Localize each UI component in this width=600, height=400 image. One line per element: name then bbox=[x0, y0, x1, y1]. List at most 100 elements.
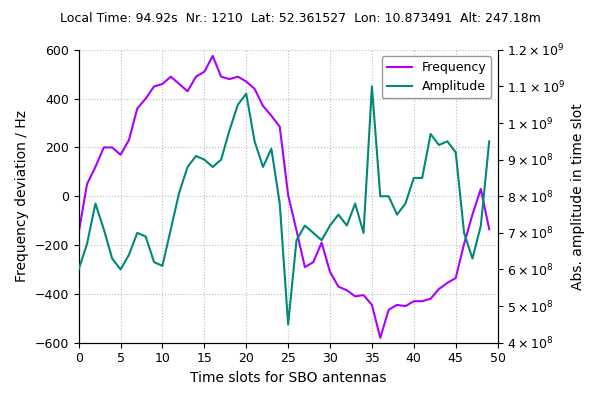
Amplitude bbox=[209, 164, 217, 169]
Frequency bbox=[335, 284, 342, 289]
Amplitude bbox=[477, 223, 484, 228]
Amplitude bbox=[318, 238, 325, 242]
Amplitude bbox=[460, 230, 467, 235]
Amplitude bbox=[268, 146, 275, 151]
Frequency bbox=[360, 293, 367, 298]
Frequency bbox=[151, 84, 158, 89]
Frequency bbox=[117, 152, 124, 157]
X-axis label: Time slots for SBO antennas: Time slots for SBO antennas bbox=[190, 371, 386, 385]
Frequency bbox=[477, 186, 484, 191]
Frequency bbox=[167, 74, 175, 79]
Frequency bbox=[134, 106, 141, 111]
Frequency bbox=[125, 138, 133, 142]
Frequency bbox=[326, 270, 334, 274]
Amplitude bbox=[276, 201, 283, 206]
Amplitude bbox=[75, 267, 82, 272]
Amplitude bbox=[368, 84, 376, 89]
Amplitude bbox=[301, 223, 308, 228]
Frequency bbox=[92, 164, 99, 169]
Amplitude bbox=[92, 201, 99, 206]
Amplitude bbox=[167, 227, 175, 232]
Amplitude bbox=[352, 201, 359, 206]
Frequency bbox=[368, 302, 376, 307]
Frequency bbox=[385, 307, 392, 312]
Frequency bbox=[460, 242, 467, 246]
Y-axis label: Frequency deviation / Hz: Frequency deviation / Hz bbox=[15, 110, 29, 282]
Text: Local Time: 94.92s  Nr.: 1210  Lat: 52.361527  Lon: 10.873491  Alt: 247.18m: Local Time: 94.92s Nr.: 1210 Lat: 52.361… bbox=[59, 12, 541, 25]
Amplitude bbox=[293, 238, 300, 242]
Amplitude bbox=[394, 212, 401, 217]
Frequency bbox=[485, 227, 493, 232]
Amplitude bbox=[310, 230, 317, 235]
Amplitude bbox=[83, 242, 91, 246]
Amplitude bbox=[251, 139, 258, 144]
Amplitude bbox=[184, 164, 191, 169]
Amplitude bbox=[419, 176, 426, 180]
Frequency bbox=[444, 280, 451, 285]
Amplitude bbox=[226, 128, 233, 133]
Amplitude bbox=[159, 264, 166, 268]
Frequency bbox=[469, 212, 476, 217]
Amplitude bbox=[410, 176, 418, 180]
Frequency bbox=[251, 86, 258, 91]
Amplitude bbox=[217, 157, 224, 162]
Amplitude bbox=[125, 252, 133, 257]
Amplitude bbox=[402, 201, 409, 206]
Frequency bbox=[226, 77, 233, 82]
Frequency bbox=[259, 104, 266, 108]
Frequency bbox=[419, 299, 426, 304]
Frequency bbox=[410, 299, 418, 304]
Amplitude bbox=[142, 234, 149, 239]
Y-axis label: Abs. amplitude in time slot: Abs. amplitude in time slot bbox=[571, 103, 585, 290]
Amplitude bbox=[452, 150, 460, 155]
Amplitude bbox=[176, 190, 183, 195]
Frequency bbox=[75, 230, 82, 235]
Line: Amplitude: Amplitude bbox=[79, 86, 489, 324]
Frequency bbox=[310, 260, 317, 264]
Amplitude bbox=[444, 139, 451, 144]
Frequency bbox=[318, 240, 325, 245]
Frequency bbox=[100, 145, 107, 150]
Frequency bbox=[343, 288, 350, 293]
Amplitude bbox=[109, 256, 116, 261]
Frequency bbox=[242, 79, 250, 84]
Amplitude bbox=[242, 91, 250, 96]
Frequency bbox=[142, 96, 149, 101]
Amplitude bbox=[360, 230, 367, 235]
Frequency bbox=[83, 182, 91, 186]
Amplitude bbox=[485, 139, 493, 144]
Frequency bbox=[452, 276, 460, 280]
Amplitude bbox=[326, 223, 334, 228]
Amplitude bbox=[117, 267, 124, 272]
Frequency bbox=[276, 124, 283, 129]
Frequency bbox=[217, 74, 224, 79]
Frequency bbox=[284, 193, 292, 198]
Frequency bbox=[427, 296, 434, 301]
Amplitude bbox=[385, 194, 392, 199]
Amplitude bbox=[427, 132, 434, 136]
Amplitude bbox=[193, 154, 200, 158]
Frequency bbox=[402, 304, 409, 308]
Frequency bbox=[176, 82, 183, 86]
Frequency bbox=[394, 302, 401, 307]
Legend: Frequency, Amplitude: Frequency, Amplitude bbox=[382, 56, 491, 98]
Amplitude bbox=[436, 142, 443, 147]
Frequency bbox=[377, 336, 384, 340]
Amplitude bbox=[151, 260, 158, 264]
Frequency bbox=[352, 294, 359, 299]
Frequency bbox=[201, 69, 208, 74]
Amplitude bbox=[259, 164, 266, 169]
Frequency bbox=[301, 265, 308, 270]
Amplitude bbox=[201, 157, 208, 162]
Amplitude bbox=[343, 223, 350, 228]
Frequency bbox=[193, 74, 200, 79]
Amplitude bbox=[134, 230, 141, 235]
Amplitude bbox=[335, 212, 342, 217]
Frequency bbox=[209, 54, 217, 58]
Frequency bbox=[109, 145, 116, 150]
Frequency bbox=[293, 228, 300, 233]
Frequency bbox=[436, 287, 443, 292]
Frequency bbox=[234, 74, 241, 79]
Frequency bbox=[268, 113, 275, 118]
Line: Frequency: Frequency bbox=[79, 56, 489, 338]
